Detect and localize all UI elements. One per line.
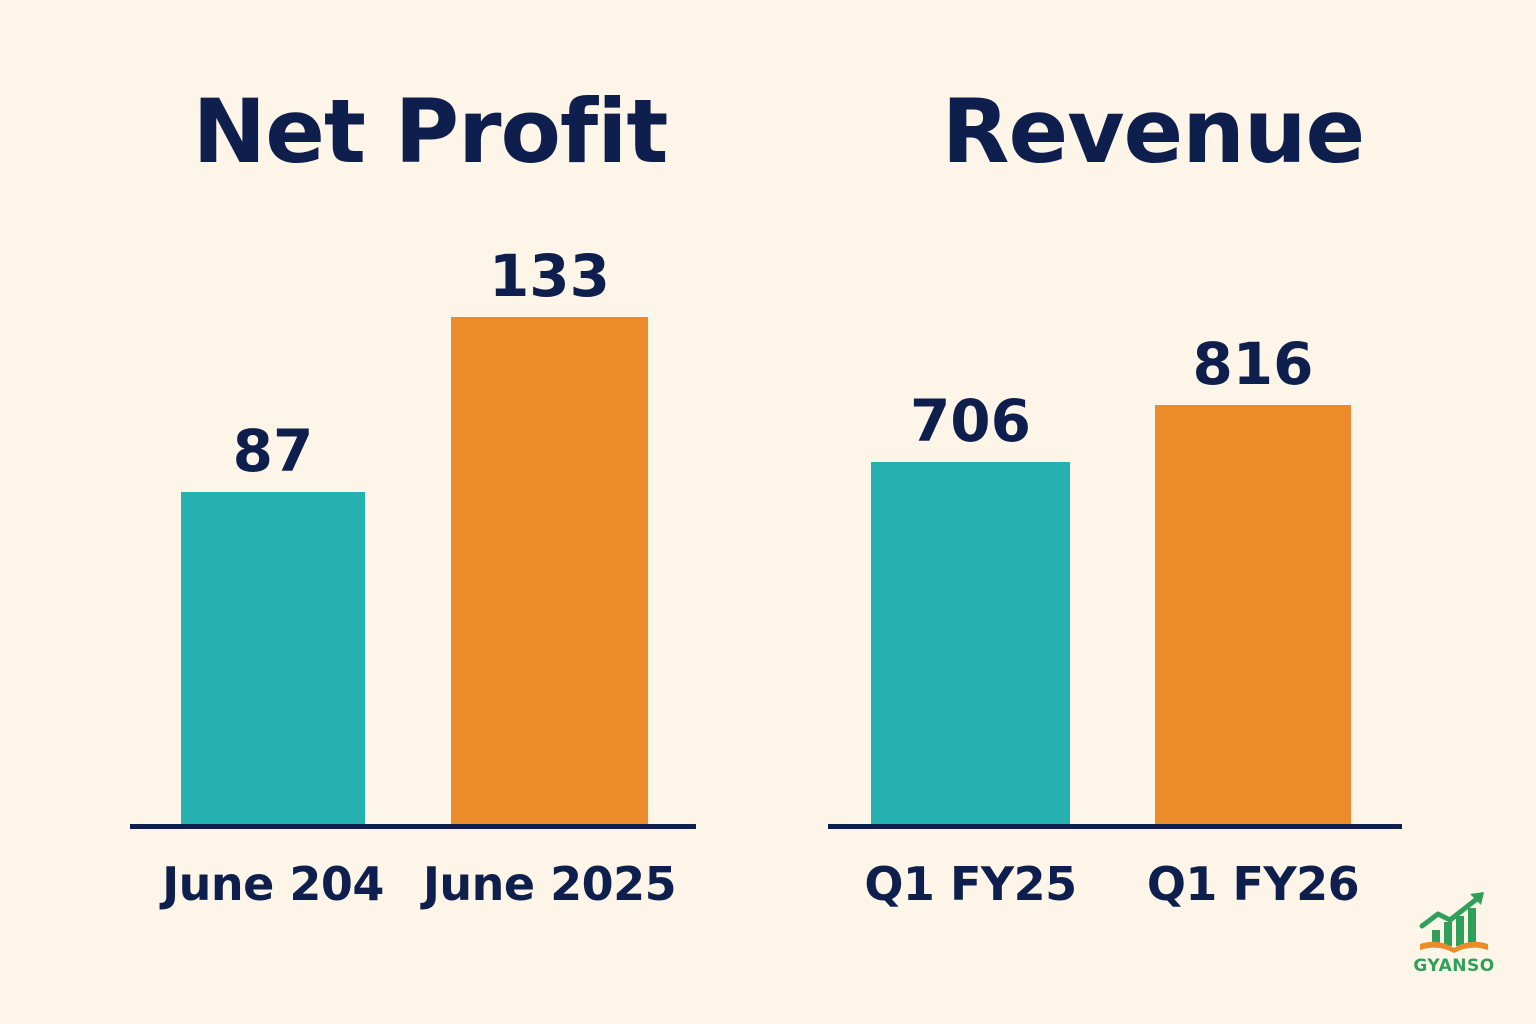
growth-chart-book-icon — [1419, 892, 1488, 953]
bar-q1-fy26 — [1155, 405, 1351, 824]
tick-label-june-204: June 204 — [162, 857, 384, 911]
revenue-chart: Revenue 706 816 Q1 FY25 Q1 FY26 — [768, 0, 1536, 1024]
value-label-q1-fy26: 816 — [1192, 330, 1314, 399]
logo-arrow-head — [1470, 892, 1484, 905]
logo-trend-line — [1419, 895, 1481, 929]
bar-june-2025 — [451, 316, 648, 824]
tick-label-q1-fy26: Q1 FY26 — [1146, 857, 1360, 911]
chart-title: Revenue — [941, 80, 1365, 183]
bar-june-204 — [181, 492, 365, 824]
logo-book — [1420, 941, 1488, 953]
x-axis-line — [828, 824, 1402, 829]
net-profit-chart: Net Profit 87 133 June 204 June 2025 — [130, 80, 696, 911]
gyanso-logo: GYANSO — [1408, 890, 1500, 980]
logo-bar — [1468, 908, 1476, 946]
chart-title: Net Profit — [192, 80, 669, 183]
logo-bar — [1444, 922, 1452, 946]
logo-bar — [1456, 916, 1464, 946]
x-axis-line — [130, 824, 696, 829]
logo-text: GYANSO — [1413, 956, 1495, 976]
value-label-q1-fy25: 706 — [909, 386, 1032, 455]
bar-q1-fy25 — [871, 461, 1070, 824]
value-label-june-2025: 133 — [488, 241, 611, 310]
tick-label-june-2025: June 2025 — [422, 857, 677, 911]
value-label-june-204: 87 — [232, 417, 314, 486]
logo-bar — [1432, 930, 1440, 946]
tick-label-q1-fy25: Q1 FY25 — [864, 857, 1077, 911]
